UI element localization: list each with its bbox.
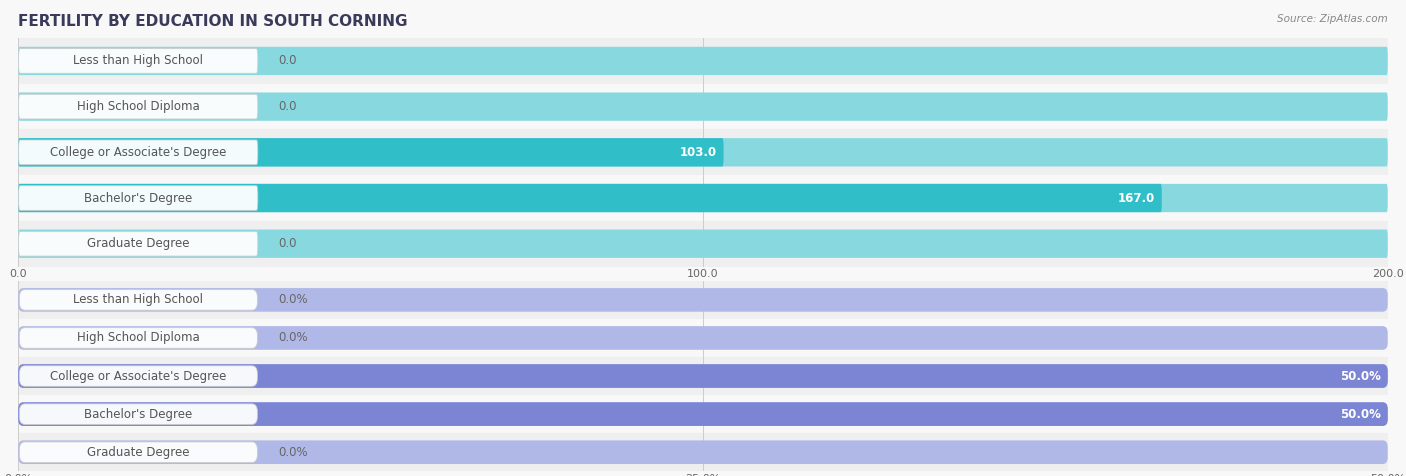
Text: High School Diploma: High School Diploma [77,331,200,345]
FancyBboxPatch shape [18,184,1388,212]
FancyBboxPatch shape [20,327,257,348]
Text: Graduate Degree: Graduate Degree [87,446,190,459]
FancyBboxPatch shape [18,94,257,119]
Text: Graduate Degree: Graduate Degree [87,237,190,250]
Bar [18,433,1388,471]
Text: 0.0: 0.0 [278,54,297,68]
Text: 50.0%: 50.0% [1340,369,1381,383]
Text: High School Diploma: High School Diploma [77,100,200,113]
Text: Less than High School: Less than High School [73,293,202,307]
Text: 103.0: 103.0 [679,146,717,159]
Text: Bachelor's Degree: Bachelor's Degree [84,191,193,205]
FancyBboxPatch shape [18,364,1388,388]
Bar [18,175,1388,221]
FancyBboxPatch shape [18,140,257,165]
FancyBboxPatch shape [20,366,257,387]
FancyBboxPatch shape [18,49,257,73]
FancyBboxPatch shape [18,138,1388,167]
Bar [18,38,1388,84]
Text: 0.0%: 0.0% [278,331,308,345]
Text: FERTILITY BY EDUCATION IN SOUTH CORNING: FERTILITY BY EDUCATION IN SOUTH CORNING [18,14,408,30]
FancyBboxPatch shape [20,404,257,425]
FancyBboxPatch shape [18,186,257,210]
FancyBboxPatch shape [18,184,1161,212]
FancyBboxPatch shape [18,47,1388,75]
Bar [18,129,1388,175]
Bar [18,281,1388,319]
FancyBboxPatch shape [18,231,257,256]
FancyBboxPatch shape [18,326,1388,350]
Bar [18,221,1388,267]
FancyBboxPatch shape [18,92,1388,121]
Bar [18,319,1388,357]
Bar [18,84,1388,129]
FancyBboxPatch shape [20,442,257,463]
FancyBboxPatch shape [18,364,1388,388]
Text: 0.0: 0.0 [278,237,297,250]
FancyBboxPatch shape [18,138,724,167]
Text: Source: ZipAtlas.com: Source: ZipAtlas.com [1277,14,1388,24]
FancyBboxPatch shape [20,289,257,310]
FancyBboxPatch shape [18,288,1388,312]
FancyBboxPatch shape [18,229,1388,258]
Text: College or Associate's Degree: College or Associate's Degree [51,369,226,383]
Bar [18,395,1388,433]
Text: College or Associate's Degree: College or Associate's Degree [51,146,226,159]
FancyBboxPatch shape [18,402,1388,426]
Bar [18,357,1388,395]
Text: 167.0: 167.0 [1118,191,1154,205]
Text: 0.0: 0.0 [278,100,297,113]
Text: 0.0%: 0.0% [278,446,308,459]
FancyBboxPatch shape [18,402,1388,426]
Text: 50.0%: 50.0% [1340,407,1381,421]
Text: Less than High School: Less than High School [73,54,202,68]
FancyBboxPatch shape [18,440,1388,464]
Text: Bachelor's Degree: Bachelor's Degree [84,407,193,421]
Text: 0.0%: 0.0% [278,293,308,307]
